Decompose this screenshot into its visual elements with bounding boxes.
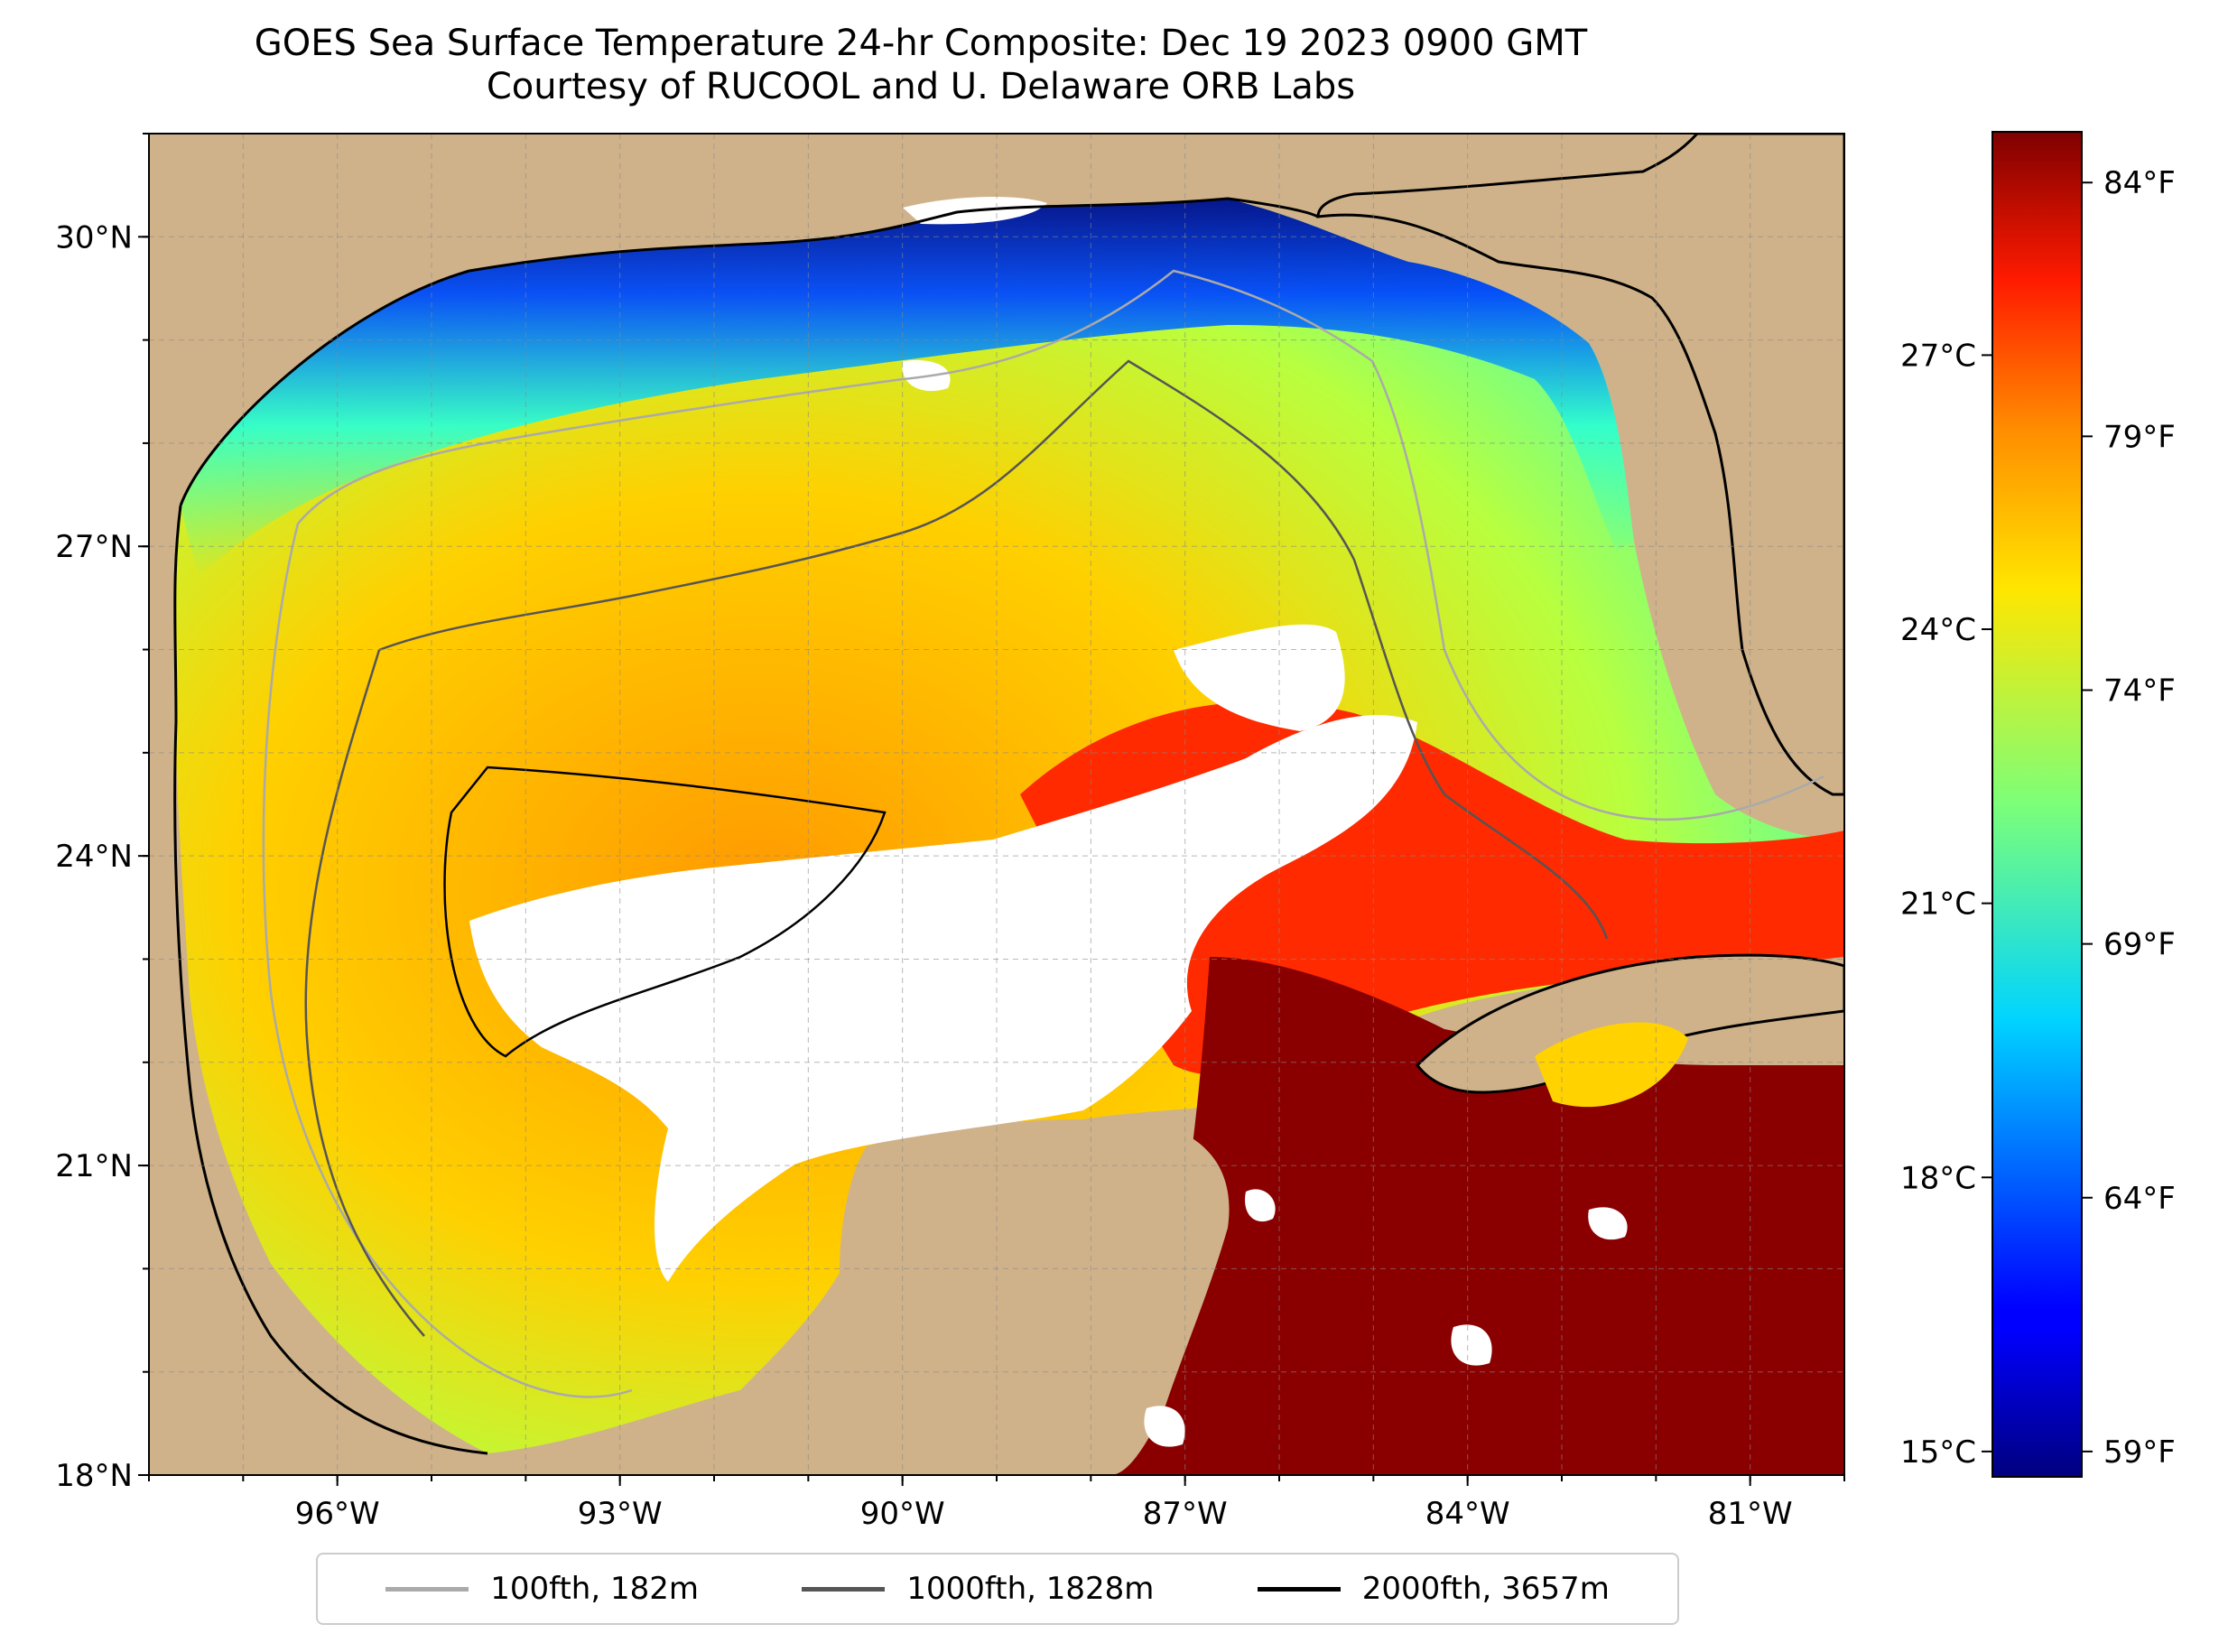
- latitude-axis: 30°N 27°N 24°N 21°N 18°N: [55, 133, 149, 1494]
- colorbar-celsius-ticks: 27°C 24°C 21°C 18°C 15°C: [1900, 338, 1992, 1471]
- colorbar-f-label: 79°F: [2103, 419, 2176, 455]
- longitude-axis: 96°W 93°W 90°W 87°W 84°W 81°W: [148, 1475, 1845, 1532]
- lon-tick-label: 96°W: [295, 1496, 380, 1532]
- lat-tick-label: 30°N: [55, 219, 133, 255]
- legend-swatch-1000fth: [802, 1586, 886, 1592]
- gulf-sst-field: [173, 199, 1844, 1453]
- colorbar-f-label: 59°F: [2103, 1434, 2176, 1471]
- colorbar-c-label: 27°C: [1900, 338, 1976, 374]
- legend-swatch-100fth: [385, 1586, 469, 1592]
- yucatan-peninsula: [840, 1119, 1230, 1475]
- contour-100fth: [297, 269, 1824, 821]
- colorbar-c-label: 24°C: [1900, 612, 1976, 648]
- legend-item-100fth: 100fth, 182m: [385, 1571, 699, 1607]
- lon-tick-label: 93°W: [578, 1496, 663, 1532]
- legend-item-2000fth: 2000fth, 3657m: [1257, 1571, 1610, 1607]
- legend-item-1000fth: 1000fth, 1828m: [802, 1571, 1154, 1607]
- bathymetry-legend: 100fth, 182m 1000fth, 1828m 2000fth, 365…: [316, 1553, 1679, 1625]
- colorbar-f-label: 69°F: [2103, 927, 2176, 963]
- colorbar-fahrenheit-ticks: 84°F 79°F 74°F 69°F 64°F 59°F: [2082, 165, 2176, 1471]
- caribbean-hot-water: [1101, 957, 1844, 1475]
- colorbar-f-label: 84°F: [2103, 165, 2176, 201]
- contour-2000fth: [443, 766, 887, 1058]
- no-data-cloud-patches: [469, 197, 1628, 1447]
- lat-tick-label: 27°N: [55, 529, 133, 565]
- lon-tick-label: 81°W: [1708, 1496, 1793, 1532]
- legend-label-1000fth: 1000fth, 1828m: [906, 1571, 1155, 1607]
- lon-tick-label: 90°W: [860, 1496, 945, 1532]
- coastal-cold-band: [181, 199, 1634, 578]
- colorbar-f-label: 64°F: [2103, 1181, 2176, 1217]
- colorbar-c-label: 21°C: [1900, 886, 1976, 923]
- lat-tick-label: 18°N: [55, 1458, 133, 1494]
- lon-tick-label: 87°W: [1143, 1496, 1228, 1532]
- colorbar-c-label: 18°C: [1900, 1160, 1976, 1196]
- colorbar-c-label: 15°C: [1900, 1434, 1976, 1471]
- florida-peninsula: [1316, 134, 1844, 796]
- legend-label-100fth: 100fth, 182m: [490, 1571, 699, 1607]
- colorbar: [1992, 131, 2083, 1478]
- map-gridlines: [149, 134, 1844, 1475]
- lat-tick-label: 21°N: [55, 1148, 133, 1184]
- lat-tick-label: 24°N: [55, 839, 133, 875]
- mexico-coastline: [173, 505, 488, 1455]
- colorbar-f-label: 74°F: [2103, 673, 2176, 709]
- lon-tick-label: 84°W: [1425, 1496, 1510, 1532]
- legend-label-2000fth: 2000fth, 3657m: [1361, 1571, 1610, 1607]
- us-gulf-coastline: [179, 197, 1319, 506]
- title-line-2: Courtesy of RUCOOL and U. Delaware ORB L…: [486, 66, 1356, 107]
- map-title: GOES Sea Surface Temperature 24-hr Compo…: [0, 22, 1842, 108]
- contour-1000fth: [378, 359, 1609, 940]
- title-line-1: GOES Sea Surface Temperature 24-hr Compo…: [254, 23, 1588, 64]
- legend-swatch-2000fth: [1257, 1586, 1341, 1592]
